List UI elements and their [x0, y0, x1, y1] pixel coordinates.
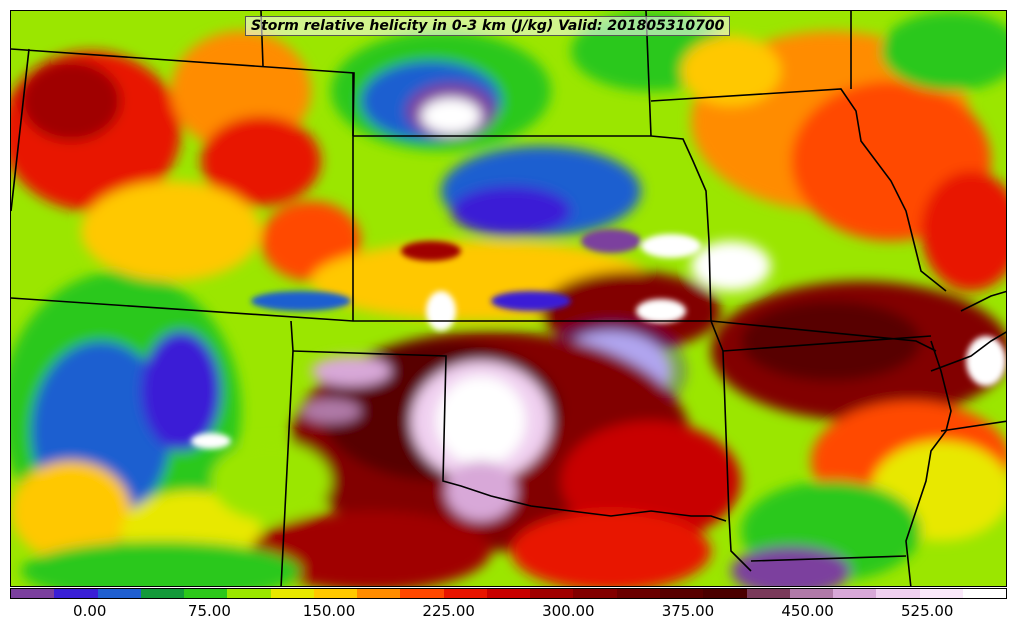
colorbar-segment: [270, 589, 314, 598]
colorbar-segment: [11, 589, 55, 598]
colorbar-segment: [486, 589, 531, 598]
colorbar: [10, 588, 1007, 599]
map-panel: [10, 10, 1007, 587]
colorbar-tick-label: 0.00: [73, 602, 107, 620]
colorbar-segment: [140, 589, 185, 598]
helicity-detail: [191, 229, 1006, 449]
colorbar-tick-label: 375.00: [661, 602, 715, 620]
colorbar-segment: [530, 589, 574, 598]
colorbar-tick-label: 225.00: [422, 602, 475, 620]
colorbar-ticks: 0.00 75.00 150.00 225.00 300.00 375.00 450.00 5…: [10, 602, 1007, 622]
colorbar-segment: [833, 589, 877, 598]
helicity-map: [11, 11, 1006, 586]
colorbar-tick-label: 75.00: [187, 602, 231, 620]
helicity-field: [11, 11, 1006, 586]
colorbar-segment: [313, 589, 358, 598]
colorbar-segment: [227, 589, 271, 598]
colorbar-segment: [746, 589, 790, 598]
colorbar-segment: [357, 589, 401, 598]
colorbar-segment: [400, 589, 444, 598]
colorbar-segment: [573, 589, 617, 598]
colorbar-segment: [919, 589, 963, 598]
colorbar-segment: [54, 589, 98, 598]
colorbar-segment: [443, 589, 487, 598]
colorbar-tick-label: 450.00: [781, 602, 834, 620]
state-boundaries: [11, 11, 1006, 586]
colorbar-segment: [97, 589, 141, 598]
colorbar-segment: [703, 589, 747, 598]
colorbar-tick-label: 150.00: [302, 602, 356, 620]
colorbar-tick-label: 525.00: [900, 602, 954, 620]
colorbar-segment: [184, 589, 228, 598]
colorbar-segment: [876, 589, 920, 598]
colorbar-segment: [962, 589, 1007, 598]
colorbar-tick-label: 300.00: [542, 602, 595, 620]
colorbar-segment: [789, 589, 834, 598]
map-title: Storm relative helicity in 0-3 km (J/kg)…: [245, 16, 731, 36]
colorbar-segment: [659, 589, 704, 598]
colorbar-segment: [616, 589, 660, 598]
